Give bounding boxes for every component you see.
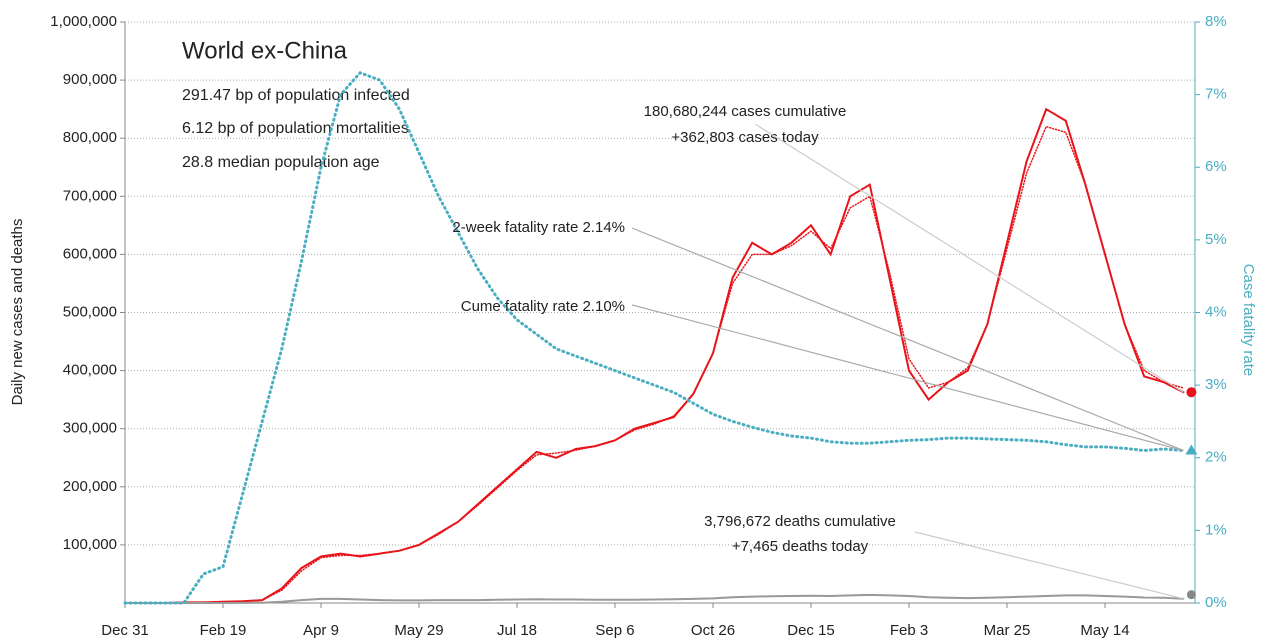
x-tick-label: Feb 19 <box>200 622 247 639</box>
x-tick-label: Dec 15 <box>787 622 835 639</box>
annotation: 2-week fatality rate 2.14% <box>452 219 625 236</box>
annotation: +7,465 deaths today <box>732 538 869 555</box>
annotation-leader <box>631 227 1184 452</box>
chart-title: World ex-China <box>182 37 348 64</box>
y-tick-label: 300,000 <box>63 420 117 437</box>
series-line <box>124 125 1185 604</box>
y-tick-label: 400,000 <box>63 362 117 379</box>
x-tick-label: Dec 31 <box>101 622 149 639</box>
y-tick-label: 700,000 <box>63 187 117 204</box>
series-line <box>124 593 1185 604</box>
x-tick-label: Jul 18 <box>497 622 537 639</box>
x-tick-label: Sep 6 <box>595 622 634 639</box>
y2-tick-label: 1% <box>1205 521 1227 538</box>
subtitle: 291.47 bp of population infected <box>182 87 410 104</box>
x-tick-label: Feb 3 <box>890 622 928 639</box>
annotation: 180,680,244 cases cumulative <box>644 103 847 120</box>
x-tick-label: Oct 26 <box>691 622 735 639</box>
y2-tick-label: 8% <box>1205 13 1227 30</box>
y2-tick-label: 4% <box>1205 303 1227 320</box>
end-marker <box>1186 387 1197 398</box>
y-tick-label: 900,000 <box>63 71 117 88</box>
y2-tick-label: 0% <box>1205 594 1227 611</box>
annotation: Cume fatality rate 2.10% <box>461 298 625 315</box>
y2-tick-label: 5% <box>1205 231 1227 248</box>
subtitle: 28.8 median population age <box>182 154 380 171</box>
y-axis-label: Daily new cases and deaths <box>9 219 26 406</box>
y-tick-label: 500,000 <box>63 303 117 320</box>
end-marker <box>1186 590 1196 600</box>
y-tick-label: 100,000 <box>63 536 117 553</box>
series-line <box>123 71 1185 605</box>
subtitle: 6.12 bp of population mortalities <box>182 120 409 137</box>
y-tick-label: 200,000 <box>63 478 117 495</box>
x-tick-label: Mar 25 <box>984 622 1031 639</box>
annotation: 3,796,672 deaths cumulative <box>704 513 896 530</box>
y-tick-label: 1,000,000 <box>50 13 117 30</box>
y2-tick-label: 2% <box>1205 449 1227 466</box>
y-tick-label: 600,000 <box>63 245 117 262</box>
y-tick-label: 800,000 <box>63 129 117 146</box>
x-tick-label: May 29 <box>394 622 443 639</box>
y2-axis-label: Case fatality rate <box>1240 264 1257 377</box>
annotation: +362,803 cases today <box>671 129 819 146</box>
y2-tick-label: 6% <box>1205 158 1227 175</box>
end-marker <box>1185 444 1198 455</box>
x-tick-label: Apr 9 <box>303 622 339 639</box>
x-tick-label: May 14 <box>1080 622 1129 639</box>
annotation-leader <box>631 304 1184 452</box>
series-line <box>124 107 1185 604</box>
annotation-leader <box>754 123 1184 393</box>
y2-tick-label: 7% <box>1205 86 1227 103</box>
y2-tick-label: 3% <box>1205 376 1227 393</box>
annotation-leader <box>914 531 1184 600</box>
